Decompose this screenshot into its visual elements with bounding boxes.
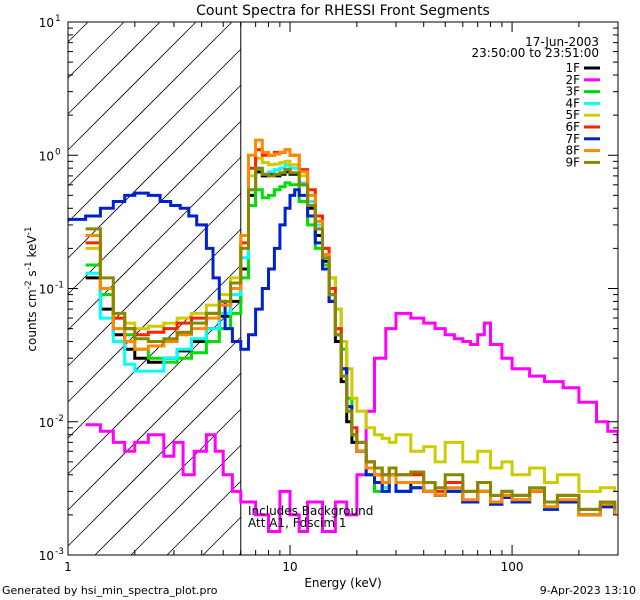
series-9F [85, 166, 617, 511]
attenuator-annotation: Att A1, Fdscim 1 [248, 516, 347, 530]
generated-date-text: 9-Apr-2023 13:10 [540, 584, 636, 597]
legend-label-8F: 8F [565, 144, 580, 158]
hatch-line [67, 228, 242, 403]
hatch-line [67, 120, 242, 295]
background-annotation: Includes Background [248, 504, 373, 518]
hatch-line [67, 21, 197, 151]
hatch-line [67, 84, 242, 259]
y-tick-label: 10 [39, 149, 54, 163]
hatch-line [67, 21, 233, 187]
hatch-line [67, 264, 242, 439]
x-tick-label: 10 [282, 560, 297, 574]
hatch-line [67, 21, 161, 115]
generated-by-text: Generated by hsi_min_spectra_plot.pro [2, 584, 218, 597]
y-tick-label: 10 [39, 549, 54, 563]
legend-label-5F: 5F [565, 108, 580, 122]
date-label: 17-Jun-2003 [525, 35, 599, 49]
y-axis-label-exp3: -1 [24, 226, 34, 235]
x-tick-label: 100 [501, 560, 524, 574]
x-tick-label: 1 [64, 560, 72, 574]
hatch-line [67, 156, 242, 331]
legend-label-4F: 4F [565, 96, 580, 110]
hatch-line [67, 48, 242, 223]
hatch-line [67, 192, 242, 367]
series-layer [68, 138, 618, 533]
y-axis-label: counts cm-2 s-1 keV-1 [24, 226, 39, 351]
y-axis-label-main: counts cm [25, 289, 39, 351]
x-axis-label: Energy (keV) [304, 576, 381, 590]
plot-frame [67, 21, 619, 556]
y-tick-exponent: -1 [55, 281, 64, 291]
y-tick-label: 10 [39, 283, 54, 297]
legend-label-1F: 1F [565, 61, 580, 75]
time-range-label: 23:50:00 to 23:51:00 [472, 46, 599, 60]
y-axis-label-exp1: -2 [24, 280, 34, 289]
hatch-line [67, 372, 242, 547]
y-tick-exponent: -3 [55, 547, 64, 557]
legend-label-3F: 3F [565, 85, 580, 99]
legend-label-6F: 6F [565, 120, 580, 134]
y-tick-label: 10 [39, 16, 54, 30]
y-tick-label: 10 [39, 416, 54, 430]
legend-label-9F: 9F [565, 155, 580, 169]
y-tick-exponent: 1 [55, 14, 61, 24]
hatch-line [67, 336, 242, 511]
legend-label-7F: 7F [565, 132, 580, 146]
hatch-line [94, 408, 242, 556]
y-axis-label-mid: s [25, 270, 39, 280]
hatch-line [202, 516, 242, 556]
hatch-line [67, 21, 125, 79]
chart-title: Count Spectra for RHESSI Front Segments [196, 3, 490, 19]
y-axis-label-end: keV [25, 235, 39, 262]
hatch-line [67, 21, 89, 43]
legend-label-2F: 2F [565, 73, 580, 87]
hatch-line [166, 480, 242, 556]
y-tick-exponent: 0 [55, 147, 61, 157]
hatched-region [67, 21, 242, 556]
series-2F [85, 311, 618, 533]
y-tick-exponent: -2 [55, 414, 64, 424]
y-axis-label-exp2: -1 [24, 261, 34, 270]
